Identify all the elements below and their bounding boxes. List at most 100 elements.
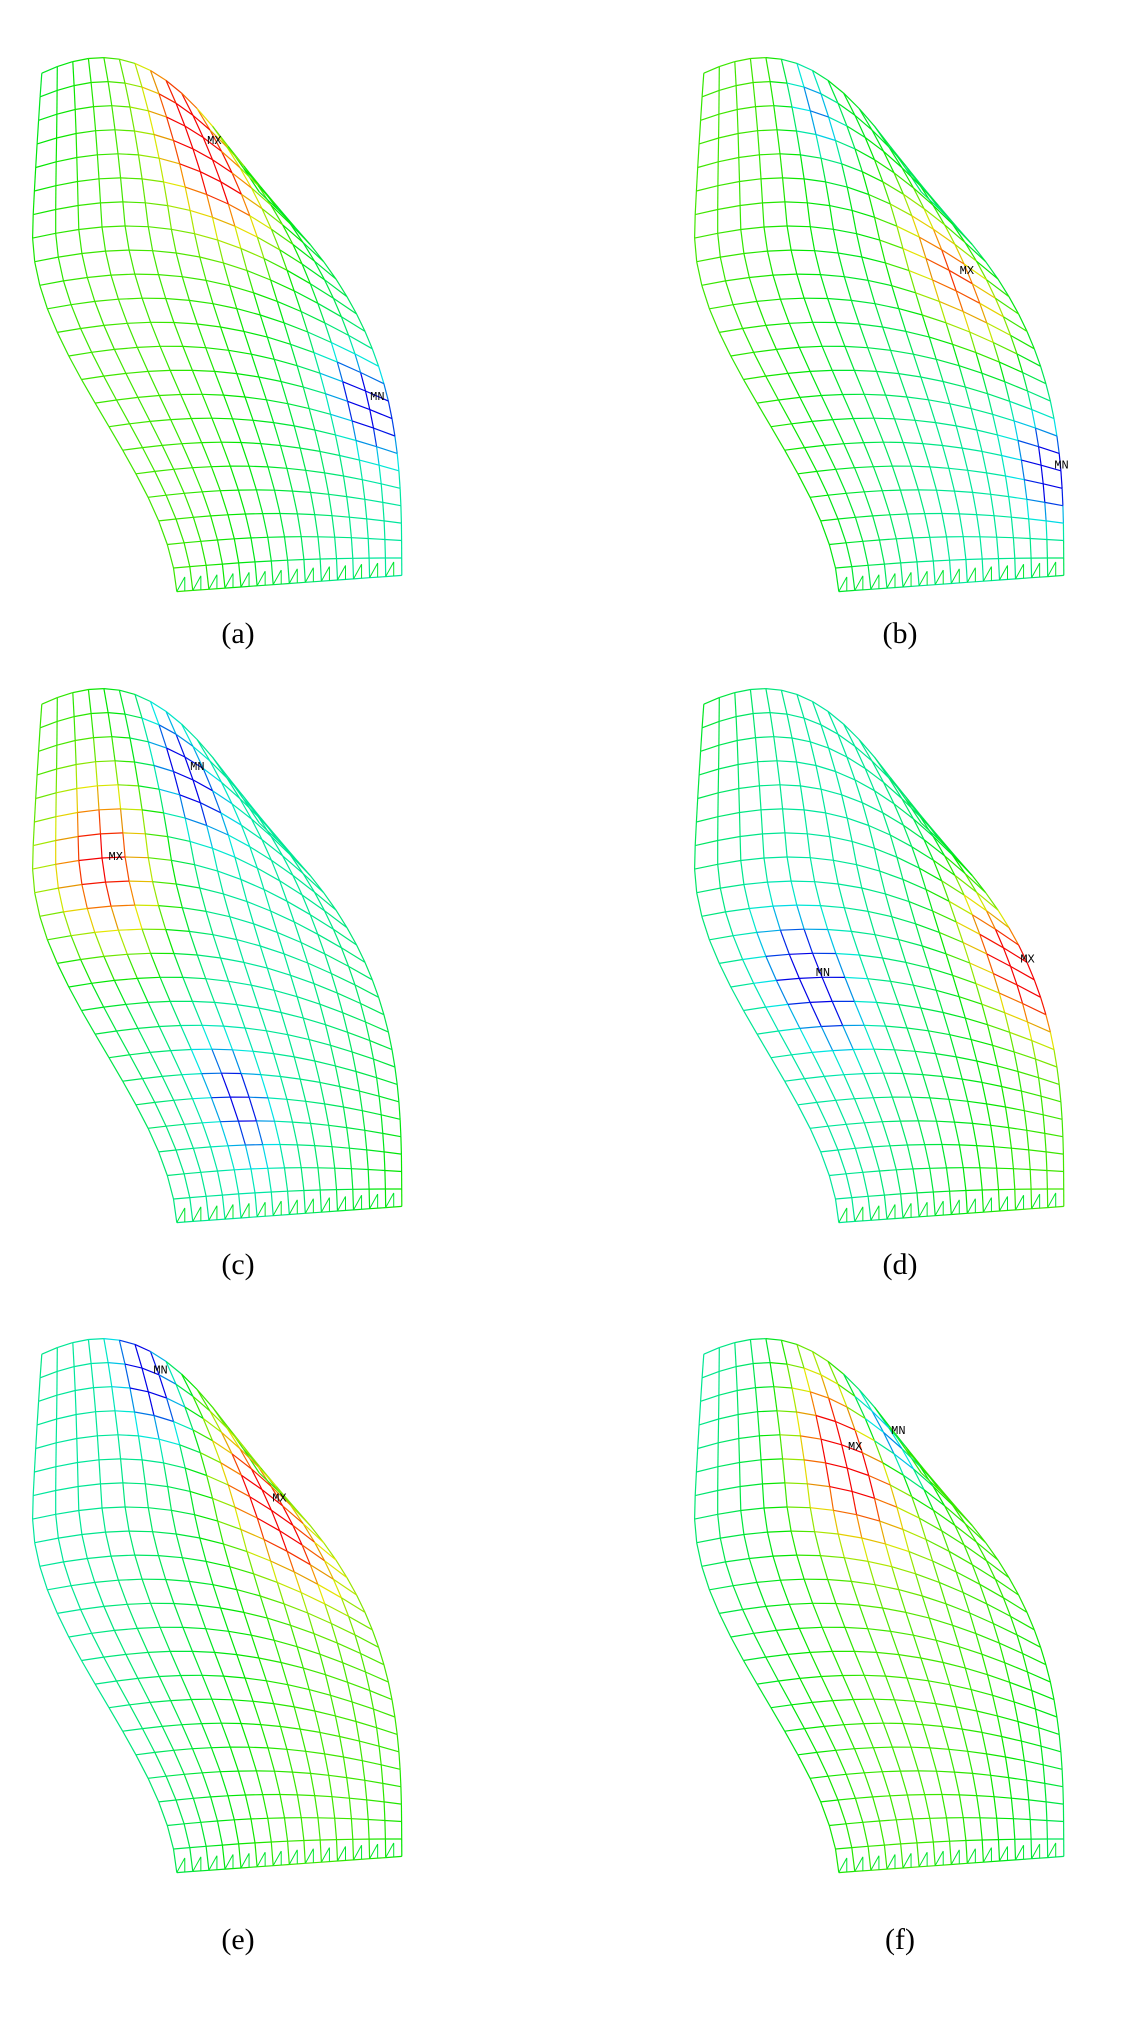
- mesh-edge: [154, 135, 174, 141]
- mesh-edge: [821, 1556, 828, 1580]
- support: [1032, 1194, 1040, 1209]
- mesh-edge: [303, 1668, 325, 1675]
- mesh-edge: [1045, 1133, 1046, 1152]
- mesh-edge: [868, 1561, 892, 1566]
- mesh-edge: [118, 785, 121, 809]
- mesh-edge: [255, 562, 257, 586]
- mesh-edge: [890, 1146, 896, 1170]
- mesh-edge: [87, 1559, 95, 1583]
- mesh-edge: [57, 960, 80, 964]
- mesh-edge: [776, 980, 788, 1004]
- mesh-edge: [943, 1013, 950, 1035]
- mesh-edge: [718, 861, 741, 865]
- mesh-edge: [1036, 1709, 1057, 1717]
- support: [386, 1193, 394, 1208]
- mesh-edge: [365, 1130, 383, 1133]
- mesh-edge: [886, 1026, 895, 1050]
- mesh-edge: [190, 1491, 195, 1514]
- mesh-edge: [121, 809, 123, 833]
- mesh-edge: [118, 298, 142, 299]
- mesh-edge: [956, 1707, 962, 1729]
- mesh-edge: [785, 1081, 798, 1105]
- mesh-edge: [136, 1102, 155, 1104]
- mesh-edge: [130, 1705, 143, 1729]
- mesh-edge: [909, 271, 933, 280]
- mesh-edge: [1021, 1091, 1024, 1111]
- mesh-edge: [174, 1749, 193, 1751]
- mesh-edge: [901, 1194, 903, 1218]
- mesh-edge: [933, 1191, 949, 1192]
- mesh-edge: [211, 1747, 230, 1748]
- mesh-edge: [785, 202, 807, 203]
- mesh-edge: [813, 702, 822, 725]
- mesh-edge: [78, 206, 79, 230]
- mesh-edge: [956, 426, 977, 430]
- mesh-edge: [206, 565, 209, 589]
- mesh-edge: [950, 560, 966, 561]
- mesh-edge: [880, 1171, 885, 1195]
- mesh-edge: [318, 1168, 320, 1190]
- mesh-edge: [988, 394, 993, 415]
- mesh-edge: [143, 1726, 163, 1728]
- mesh-edge: [991, 494, 994, 515]
- mesh-edge: [847, 818, 869, 825]
- mesh-edge: [959, 997, 982, 1005]
- mesh-edge: [882, 1122, 890, 1146]
- mesh-edge: [64, 1559, 88, 1562]
- mesh-edge: [340, 1087, 360, 1092]
- mesh-edge: [859, 955, 882, 958]
- mesh-edge: [810, 1651, 832, 1652]
- mesh-edge: [56, 1463, 78, 1467]
- mesh-edge: [325, 280, 347, 297]
- mesh-edge: [159, 519, 176, 521]
- mesh-edge: [939, 1582, 963, 1592]
- mesh-edge: [281, 382, 288, 404]
- mesh-edge: [251, 1168, 268, 1169]
- mesh-edge: [76, 762, 96, 765]
- mesh-edge: [268, 467, 275, 490]
- mesh-edge: [863, 541, 868, 565]
- mesh-edge: [249, 1097, 268, 1098]
- mesh-edge: [821, 1802, 830, 1826]
- support: [951, 569, 959, 584]
- mesh-edge: [1045, 1783, 1046, 1802]
- mesh-edge: [943, 1013, 965, 1019]
- mesh-edge: [176, 1800, 184, 1824]
- mesh-edge: [1027, 499, 1029, 519]
- mesh-edge: [695, 1519, 697, 1543]
- mesh-edge: [148, 1778, 159, 1802]
- mesh-edge: [182, 277, 206, 281]
- mesh-edge: [943, 1663, 950, 1685]
- mesh-edge: [119, 59, 135, 63]
- mesh-edge: [69, 987, 82, 1011]
- mesh-edge: [915, 1051, 936, 1053]
- mesh-edge: [125, 1364, 142, 1368]
- mesh-edge: [829, 545, 835, 569]
- mesh-edge: [281, 1663, 288, 1685]
- mesh-edge: [731, 356, 744, 380]
- mesh-edge: [852, 210, 874, 217]
- mesh-edge: [195, 865, 200, 888]
- mesh-edge: [301, 1168, 304, 1191]
- mesh-edge: [810, 111, 816, 135]
- mesh-edge: [895, 1050, 916, 1052]
- mesh-edge: [314, 984, 320, 1005]
- mesh-edge: [192, 1651, 202, 1675]
- mesh-edge: [385, 1821, 402, 1822]
- mesh-edge: [864, 1025, 874, 1049]
- mesh-edge: [267, 968, 290, 975]
- mesh-edge: [801, 1436, 805, 1460]
- mesh-edge: [64, 912, 72, 936]
- mesh-edge: [314, 984, 337, 994]
- mesh-edge: [838, 519, 846, 543]
- mesh-edge: [697, 888, 721, 893]
- mesh-edge: [315, 1146, 318, 1168]
- mesh-edge: [844, 1725, 855, 1749]
- mesh-edge: [241, 1074, 249, 1098]
- mesh-edge: [1024, 480, 1027, 500]
- mesh-edge: [855, 1798, 862, 1822]
- mesh-edge: [846, 1123, 864, 1125]
- mesh-edge: [859, 324, 867, 348]
- mesh-edge: [143, 1079, 155, 1103]
- mesh-edge: [118, 929, 142, 930]
